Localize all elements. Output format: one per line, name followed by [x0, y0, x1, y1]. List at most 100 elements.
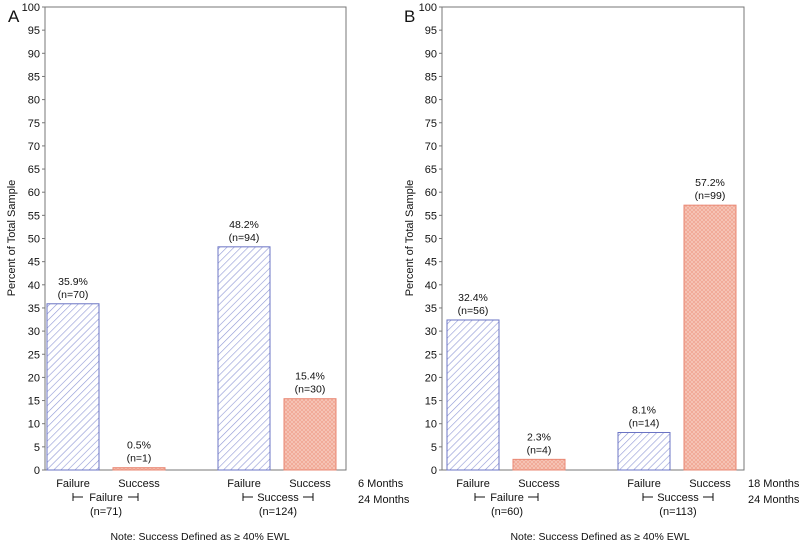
- panel-b-letter: B: [404, 7, 415, 26]
- panel-b-bar-3-count-label: (n=14): [629, 417, 660, 429]
- panel-a-y-tick-label: 25: [28, 349, 40, 361]
- panel-a-y-axis-label: Percent of Total Sample: [6, 180, 18, 297]
- panel-a-y-tick-label: 95: [28, 25, 40, 37]
- panel-a-group-failure: Failure (n=71): [72, 492, 139, 518]
- panel-a-y-tick-label: 90: [28, 48, 40, 60]
- panel-a-y-tick-label: 100: [22, 2, 40, 14]
- panel-a-category-label-3: Failure: [227, 478, 261, 490]
- panel-b-category-label-1: Failure: [456, 478, 490, 490]
- panel-b-y-tick-label: 25: [425, 349, 437, 361]
- panel-b-y-tick-label: 70: [425, 141, 437, 153]
- panel-b-y-tick-label: 35: [425, 303, 437, 315]
- panel-a-group-success-bracket: [242, 493, 314, 501]
- panel-b-bar-2-count-label: (n=4): [527, 444, 552, 456]
- panel-b-bar-2-success: [512, 458, 566, 471]
- panel-b-y-tick-label: 5: [431, 442, 437, 454]
- panel-b-bar-1-count-label: (n=56): [458, 305, 489, 317]
- panel-a-bar-4-count-label: (n=30): [295, 384, 326, 396]
- panel-b-y-tick-label: 45: [425, 257, 437, 269]
- panel-b-group-failure: Failure (n=60): [474, 492, 539, 518]
- panel-a-y-tick-label: 0: [34, 465, 40, 477]
- panel-a-y-tick-label: 20: [28, 372, 40, 384]
- panel-a-y-tick-label: 50: [28, 234, 40, 246]
- panel-a-y-axis: 0 5 10 15 20 25 30 35 40 45 50 55 60 65 70 75 80 85 90 95 10…: [22, 2, 45, 477]
- panel-a-category-label-4: Success: [289, 478, 331, 490]
- panel-a-bars: [46, 246, 337, 471]
- panel-b-y-tick-label: 100: [419, 2, 437, 14]
- panel-a-y-tick-label: 55: [28, 210, 40, 222]
- panel-a-note: Note: Success Defined as ≥ 40% EWL: [110, 531, 289, 543]
- panel-a-bar-4-success: [283, 398, 337, 471]
- panel-a-category-label-1: Failure: [56, 478, 90, 490]
- panel-b-bar-4-success: [683, 204, 737, 471]
- panel-a-bar-3-percent-label: 48.2%: [229, 219, 259, 231]
- panel-b-y-tick-label: 50: [425, 234, 437, 246]
- panel-b-y-tick-label: 0: [431, 465, 437, 477]
- panel-b-bar-3-failure: [617, 431, 671, 471]
- panel-b-period-label-1: 18 Months: [748, 478, 800, 490]
- panel-b-y-tick-label: 85: [425, 71, 437, 83]
- panel-b-category-label-2: Success: [518, 478, 560, 490]
- panel-b-y-tick-label: 90: [425, 48, 437, 60]
- panel-b-y-tick-label: 30: [425, 326, 437, 338]
- panel-b-group-failure-n: (n=60): [491, 506, 523, 518]
- panel-a-y-tick-label: 40: [28, 280, 40, 292]
- panel-a-period-label-2: 24 Months: [358, 494, 410, 506]
- panel-b-category-label-3: Failure: [627, 478, 661, 490]
- panel-b-y-tick-label: 20: [425, 372, 437, 384]
- panel-a-category-label-2: Success: [118, 478, 160, 490]
- panel-a-y-tick-label: 75: [28, 118, 40, 130]
- panel-a-bar-3-count-label: (n=94): [229, 232, 260, 244]
- panel-b-y-tick-label: 60: [425, 187, 437, 199]
- panel-a-y-tick-label: 80: [28, 95, 40, 107]
- panel-a-y-tick-label: 65: [28, 164, 40, 176]
- panel-a-bar-1-failure: [46, 303, 100, 471]
- panel-a-data-labels: 35.9%(n=70) 0.5%(n=1) 48.2%(n=94) 15.4%(n=3…: [58, 219, 326, 465]
- panel-a-y-tick-label: 15: [28, 396, 40, 408]
- panel-b-category-labels: Failure Success Failure Success: [456, 478, 731, 490]
- panel-b-group-success: Success (n=113): [642, 492, 714, 518]
- panel-a-bar-2-percent-label: 0.5%: [127, 440, 151, 452]
- panel-b-y-tick-label: 40: [425, 280, 437, 292]
- panel-b-y-tick-label: 80: [425, 95, 437, 107]
- panel-a: A 0 5 10 15 20 25 30 35 40 45 50 55 60 65 70 75 80 85 90 95…: [6, 2, 410, 543]
- panel-a-group-success-n: (n=124): [259, 506, 297, 518]
- panel-b-bar-1-failure: [446, 319, 500, 471]
- panel-a-y-tick-label: 30: [28, 326, 40, 338]
- panel-a-bar-4-percent-label: 15.4%: [295, 371, 325, 383]
- panel-a-y-tick-label: 35: [28, 303, 40, 315]
- panel-b-y-tick-label: 10: [425, 419, 437, 431]
- panel-a-period-label-1: 6 Months: [358, 478, 404, 490]
- panel-a-y-tick-label: 60: [28, 187, 40, 199]
- panel-b-group-success-bracket: [642, 493, 714, 501]
- panel-a-bar-3-failure: [217, 246, 271, 471]
- panel-a-group-failure-label: Failure: [89, 492, 123, 504]
- panel-b-y-tick-label: 95: [425, 25, 437, 37]
- panel-b-bar-1-percent-label: 32.4%: [458, 292, 488, 304]
- panel-a-group-failure-bracket: [72, 493, 139, 501]
- panel-b-group-failure-label: Failure: [490, 492, 524, 504]
- panel-b-y-axis: 0 5 10 15 20 25 30 35 40 45 50 55 60 65 70 75 80 85 90 95 10…: [419, 2, 442, 477]
- panel-b-bars: [446, 204, 737, 471]
- panel-a-bar-1-percent-label: 35.9%: [58, 276, 88, 288]
- panel-a-category-labels: Failure Success Failure Success: [56, 478, 331, 490]
- panel-b-y-tick-label: 65: [425, 164, 437, 176]
- panel-a-bar-2-success: [112, 467, 166, 471]
- panel-b-category-label-4: Success: [689, 478, 731, 490]
- panel-a-bar-1-count-label: (n=70): [58, 289, 89, 301]
- panel-b-group-success-label: Success: [657, 492, 699, 504]
- panel-a-y-tick-label: 45: [28, 257, 40, 269]
- panel-b-group-success-n: (n=113): [659, 506, 696, 518]
- panel-b-bar-4-percent-label: 57.2%: [695, 177, 725, 189]
- panel-a-group-success: Success (n=124): [242, 492, 314, 518]
- panel-b-y-axis-label: Percent of Total Sample: [404, 180, 416, 297]
- panel-b-bar-4-count-label: (n=99): [695, 190, 726, 202]
- panel-a-letter: A: [8, 7, 20, 26]
- panel-b-bar-3-percent-label: 8.1%: [632, 404, 656, 416]
- panel-b-data-labels: 32.4%(n=56) 2.3%(n=4) 8.1%(n=14) 57.2%(n=99…: [458, 177, 726, 456]
- panel-b-note: Note: Success Defined as ≥ 40% EWL: [510, 531, 689, 543]
- panel-a-group-failure-n: (n=71): [90, 506, 122, 518]
- panel-a-group-success-label: Success: [257, 492, 299, 504]
- panel-b-period-label-2: 24 Months: [748, 494, 800, 506]
